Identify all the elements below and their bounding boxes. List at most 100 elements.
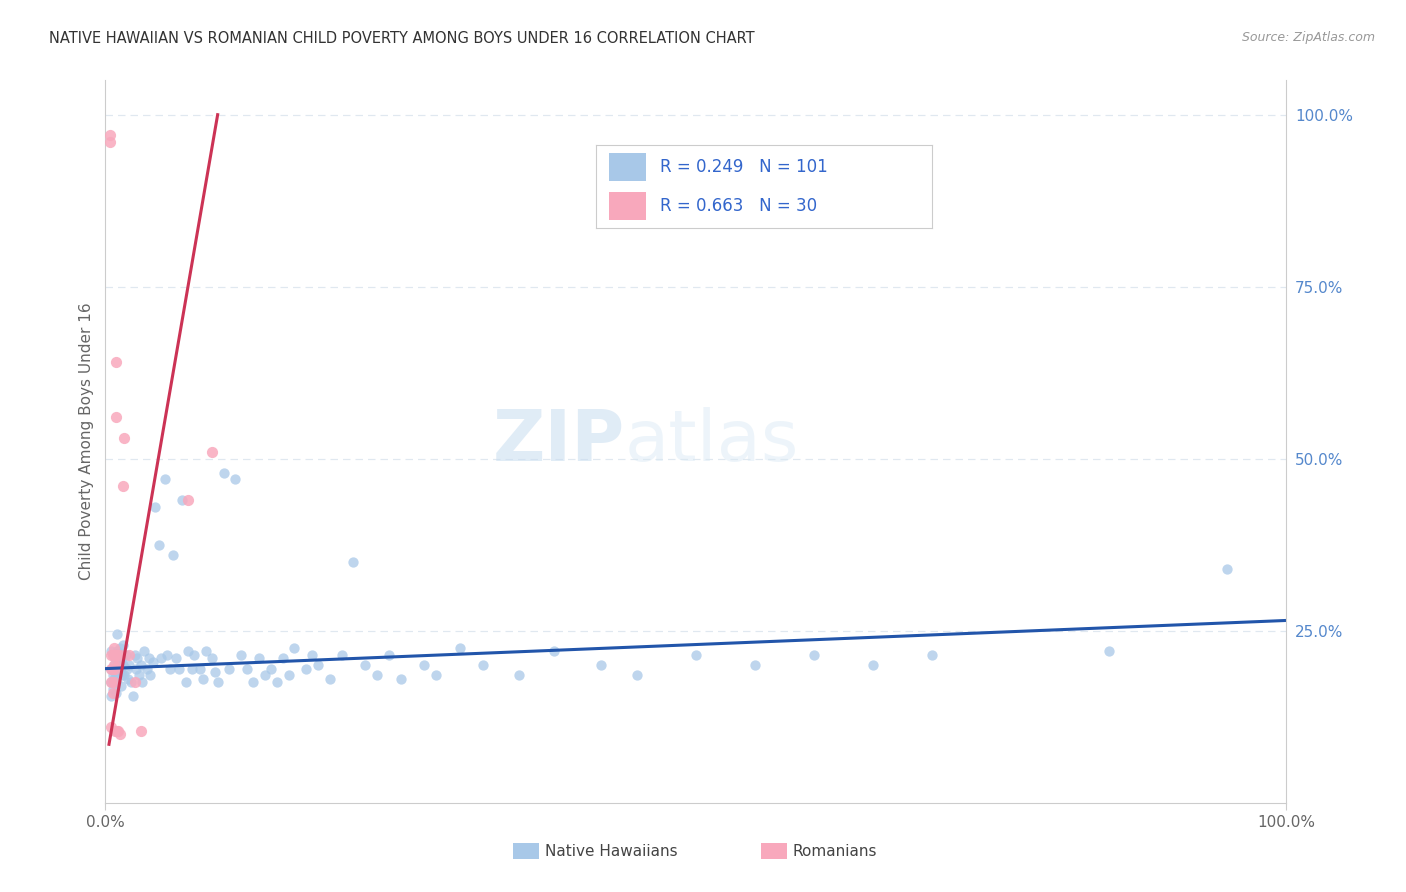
Point bbox=[101, 648, 124, 662]
Point bbox=[301, 648, 323, 662]
Point bbox=[100, 689, 122, 703]
Point bbox=[112, 638, 135, 652]
Point bbox=[342, 555, 364, 569]
Point bbox=[100, 675, 122, 690]
Point bbox=[591, 658, 613, 673]
Point bbox=[425, 668, 447, 682]
Point bbox=[271, 651, 294, 665]
Point bbox=[112, 658, 135, 673]
Point bbox=[266, 675, 288, 690]
Point bbox=[207, 675, 229, 690]
Point bbox=[108, 727, 131, 741]
Point bbox=[105, 723, 128, 738]
Point bbox=[236, 662, 259, 676]
Point bbox=[125, 662, 148, 676]
Text: atlas: atlas bbox=[626, 407, 800, 476]
Point bbox=[117, 672, 139, 686]
Text: NATIVE HAWAIIAN VS ROMANIAN CHILD POVERTY AMONG BOYS UNDER 16 CORRELATION CHART: NATIVE HAWAIIAN VS ROMANIAN CHILD POVERT… bbox=[49, 31, 755, 46]
Point bbox=[472, 658, 495, 673]
Point bbox=[103, 640, 125, 655]
Point bbox=[242, 675, 264, 690]
Point bbox=[159, 662, 181, 676]
Point bbox=[319, 672, 342, 686]
Point bbox=[231, 648, 253, 662]
Point bbox=[128, 668, 150, 682]
Point bbox=[101, 662, 124, 676]
Point bbox=[508, 668, 530, 682]
Point bbox=[105, 658, 128, 673]
Point bbox=[107, 662, 129, 676]
Point bbox=[105, 627, 128, 641]
Point bbox=[153, 472, 176, 486]
Text: Romanians: Romanians bbox=[793, 844, 877, 859]
Point bbox=[389, 672, 412, 686]
Point bbox=[135, 662, 157, 676]
Point bbox=[744, 658, 766, 673]
Point bbox=[131, 675, 153, 690]
Point bbox=[107, 648, 129, 662]
Point bbox=[307, 658, 329, 673]
Point bbox=[129, 658, 152, 673]
Point bbox=[626, 668, 648, 682]
Point bbox=[111, 651, 134, 665]
Point bbox=[108, 640, 131, 655]
Point bbox=[413, 658, 436, 673]
Point bbox=[204, 665, 226, 679]
Point bbox=[177, 644, 200, 658]
Point bbox=[108, 655, 131, 669]
Point bbox=[105, 648, 128, 662]
Point bbox=[101, 686, 124, 700]
Point bbox=[177, 493, 200, 508]
Point bbox=[862, 658, 884, 673]
Point bbox=[100, 644, 122, 658]
FancyBboxPatch shape bbox=[761, 843, 787, 859]
Point bbox=[543, 644, 565, 658]
Point bbox=[260, 662, 283, 676]
Point bbox=[124, 648, 146, 662]
Point bbox=[921, 648, 943, 662]
Point bbox=[114, 648, 136, 662]
Point bbox=[193, 672, 215, 686]
Point bbox=[449, 640, 471, 655]
Point bbox=[105, 355, 128, 369]
Point bbox=[165, 651, 187, 665]
Point bbox=[134, 644, 156, 658]
Point bbox=[120, 675, 142, 690]
Point bbox=[201, 445, 224, 459]
Text: Native Hawaiians: Native Hawaiians bbox=[544, 844, 678, 859]
Point bbox=[105, 686, 128, 700]
Point bbox=[212, 466, 235, 480]
Point bbox=[101, 682, 124, 697]
Point bbox=[378, 648, 401, 662]
Point bbox=[118, 658, 141, 673]
Point bbox=[685, 648, 707, 662]
Text: ZIP: ZIP bbox=[494, 407, 626, 476]
Point bbox=[110, 679, 132, 693]
Point bbox=[111, 668, 134, 682]
Point bbox=[110, 665, 132, 679]
Point bbox=[103, 675, 125, 690]
Point bbox=[115, 662, 138, 676]
Point bbox=[201, 651, 224, 665]
Y-axis label: Child Poverty Among Boys Under 16: Child Poverty Among Boys Under 16 bbox=[79, 302, 94, 581]
Point bbox=[174, 675, 197, 690]
Point bbox=[104, 723, 127, 738]
Point bbox=[100, 675, 122, 690]
Point bbox=[162, 548, 184, 562]
Point bbox=[107, 723, 129, 738]
Point bbox=[103, 658, 125, 673]
Point bbox=[330, 648, 353, 662]
Point bbox=[105, 675, 128, 690]
Point bbox=[121, 689, 143, 703]
Point bbox=[103, 658, 125, 673]
Point bbox=[148, 538, 170, 552]
Point bbox=[1098, 644, 1121, 658]
Point bbox=[107, 658, 129, 673]
Point bbox=[142, 655, 165, 669]
Point bbox=[183, 648, 205, 662]
Point bbox=[295, 662, 318, 676]
Point bbox=[105, 410, 128, 425]
Point bbox=[354, 658, 377, 673]
Point bbox=[104, 651, 127, 665]
Point bbox=[253, 668, 276, 682]
